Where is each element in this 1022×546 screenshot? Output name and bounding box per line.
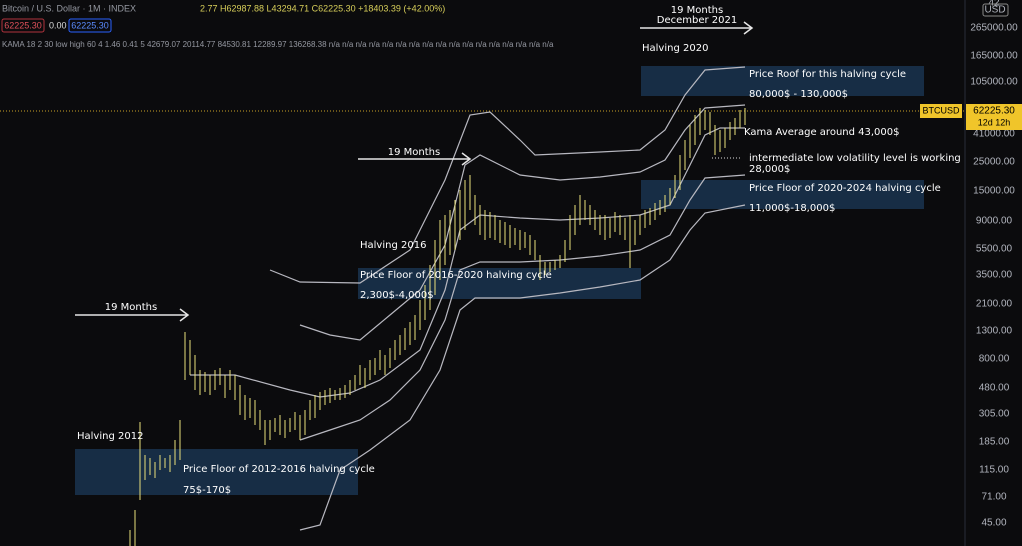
axis-tick-label: 165000.00 — [970, 51, 1018, 62]
axis-tick-label: 105000.00 — [970, 77, 1018, 88]
axis-tick-label: 305.00 — [979, 409, 1010, 420]
badge-text: 0.00 — [49, 20, 67, 30]
badge — [68, 18, 112, 33]
axis-tick-label: 1300.00 — [976, 326, 1013, 337]
currency: USD — [984, 5, 1005, 16]
axis-tick-label: 2100.00 — [976, 299, 1013, 310]
label: Price Roof for this halving cycle — [749, 69, 906, 80]
price-axis: 42 USD 45.0071.00115.00185.00305.00480.0… — [920, 0, 1022, 529]
last-price-bg — [966, 104, 1022, 130]
axis-tick-label: 265000.00 — [970, 23, 1018, 34]
lower-band — [299, 204, 746, 531]
axis-tick-label: 71.00 — [981, 492, 1006, 503]
label: Halving 2012 — [77, 431, 143, 442]
label: Halving 2016 — [360, 240, 426, 251]
axis-tick-label: 800.00 — [979, 354, 1010, 365]
badge-text: 62225.30 — [71, 20, 109, 30]
axis-tick-label: 480.00 — [979, 383, 1010, 394]
label: 11,000$-18,000$ — [749, 203, 835, 214]
arrow-2020 — [640, 21, 754, 35]
axis-tick-label: 9000.00 — [976, 216, 1013, 227]
ohlc: 2.77 H62987.88 L43294.71 C62225.30 +1840… — [200, 3, 445, 13]
symbol-tag-bg — [920, 104, 962, 118]
axis-tick-label: 3500.00 — [976, 270, 1013, 281]
label: intermediate low volatility level is wor… — [749, 153, 961, 164]
badge-text: 62225.30 — [4, 20, 42, 30]
label: 19 Months — [388, 147, 440, 158]
floor-zone-2016 — [358, 268, 641, 299]
countdown: 12d 12h — [978, 117, 1011, 127]
last-price: 62225.30 — [973, 106, 1015, 117]
label: Halving 2020 — [642, 43, 708, 54]
symbol-tag: BTCUSD — [922, 105, 960, 115]
label: 2,300$-4,000$ — [360, 290, 434, 301]
axis-tick-label: 115.00 — [979, 465, 1009, 476]
currency-box[interactable] — [982, 3, 1009, 17]
label: 19 Months — [105, 302, 157, 313]
label: Price Floor of 2016-2020 halving cycle — [360, 270, 552, 281]
axis-tick-label: 15000.00 — [973, 186, 1015, 197]
label: 75$-170$ — [183, 485, 231, 496]
label: Price Floor of 2020-2024 halving cycle — [749, 183, 941, 194]
upper-band — [269, 66, 746, 284]
label: Price Floor of 2012-2016 halving cycle — [183, 464, 375, 475]
axis-tick-label: 45.00 — [981, 518, 1006, 529]
axis-tick-label: 185.00 — [979, 437, 1010, 448]
arrow-2016 — [358, 152, 472, 166]
axis-tick-label: 5500.00 — [976, 244, 1013, 255]
indicator[interactable]: KAMA 18 2 30 low high 60 4 1.46 0.41 5 4… — [2, 40, 554, 49]
label: 19 Months — [671, 5, 723, 16]
label: Kama Average around 43,000$ — [744, 127, 900, 138]
floor-zone-2012 — [75, 449, 358, 495]
price-bars — [129, 108, 746, 546]
inner-lower-band — [299, 174, 746, 441]
label: 80,000$ - 130,000$ — [749, 89, 848, 100]
label: 28,000$ — [749, 164, 790, 175]
axis-tick-label: 41000.00 — [973, 129, 1015, 140]
symbol[interactable]: Bitcoin / U.S. Dollar · 1M · INDEX — [2, 3, 136, 13]
label: December 2021 — [657, 15, 737, 26]
arrow-2012 — [75, 308, 190, 322]
axis-tick-label: 25000.00 — [973, 157, 1015, 168]
badge — [1, 18, 45, 33]
inner-upper-band — [299, 104, 746, 341]
